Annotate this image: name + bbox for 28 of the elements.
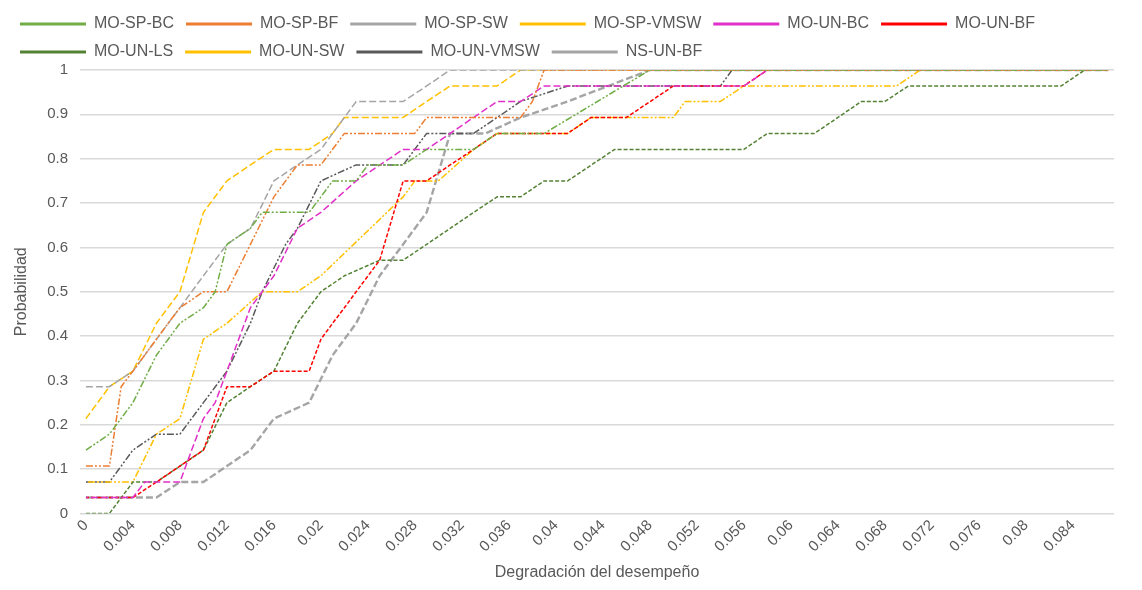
x-tick-label: 0 [73, 515, 91, 534]
y-tick-label: 0.1 [47, 459, 69, 477]
legend-label: NS-UN-BF [625, 42, 703, 60]
y-tick-label: 0.7 [47, 193, 69, 211]
legend-label: MO-UN-VMSW [430, 42, 541, 60]
legend-label: MO-UN-BF [955, 14, 1036, 32]
y-tick-label: 0.4 [47, 326, 69, 344]
y-tick-label: 0.8 [47, 148, 69, 166]
y-tick-label: 0.3 [47, 370, 69, 388]
legend-label: MO-UN-SW [259, 42, 346, 60]
y-tick-label: 0.9 [47, 104, 69, 122]
legend-label: MO-SP-VMSW [593, 14, 703, 32]
y-tick-label: 0.6 [47, 237, 69, 255]
y-tick-label: 0.5 [47, 281, 69, 299]
legend-label: MO-SP-BF [260, 14, 339, 32]
x-tick-label: 0.06 [763, 515, 796, 549]
y-axis-title: Probabilidad [12, 247, 30, 337]
x-tick-label: 0.08 [998, 515, 1031, 549]
y-tick-label: 0 [59, 503, 69, 521]
y-tick-label: 1 [59, 60, 69, 78]
legend-label: MO-SP-SW [424, 14, 509, 32]
legend-label: MO-UN-BC [787, 14, 870, 32]
legend-label: MO-SP-BC [94, 14, 174, 32]
y-tick-label: 0.2 [47, 414, 69, 432]
legend-label: MO-UN-LS [94, 42, 174, 60]
x-axis-title: Degradación del desempeño [494, 562, 700, 580]
x-tick-label: 0.04 [528, 515, 561, 549]
x-tick-label: 0.02 [293, 515, 326, 549]
